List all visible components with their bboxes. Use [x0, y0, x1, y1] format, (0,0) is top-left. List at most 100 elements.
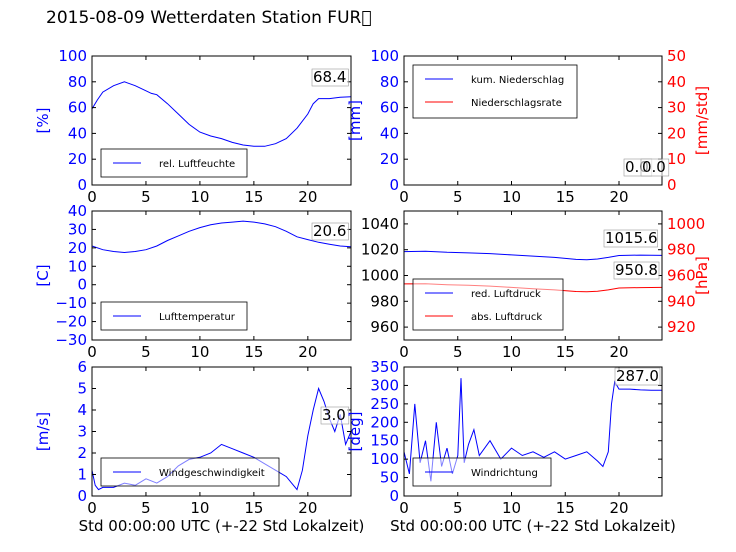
y-tick-label: 40: [380, 124, 399, 142]
x-tick-label: 0: [399, 188, 409, 206]
annotation-box: [311, 222, 349, 241]
legend-pressure: red. Luftdruck abs. Luftdruck: [412, 278, 564, 331]
x-tick-label: 15: [244, 343, 263, 361]
y2-tick-label: 20: [667, 124, 686, 142]
legend-box: [412, 278, 564, 331]
x-tick-label: 20: [298, 499, 317, 517]
annotation-box: [320, 406, 350, 425]
y-tick-label: 0: [77, 487, 87, 505]
legend-box: [412, 64, 578, 119]
legend-label-0: rel. Luftfeuchte: [159, 159, 235, 170]
legend-humidity: rel. Luftfeuchte: [100, 148, 248, 178]
y2-tick-label: 980: [667, 241, 696, 259]
y2-tick-label: 920: [667, 318, 696, 336]
y-tick-label: 1000: [361, 267, 399, 285]
annotation-box: [614, 367, 661, 386]
x-tick-label: 15: [556, 343, 575, 361]
y2-tick-label: 960: [667, 267, 696, 285]
x-axis-label: Std 00:00:00 UTC (+-22 Std Lokalzeit): [390, 517, 676, 535]
series-line-temperature-0: [92, 220, 351, 254]
x-tick-label: 10: [190, 188, 209, 206]
y-tick-label: 1020: [361, 241, 399, 259]
y-tick-label: 100: [370, 450, 399, 468]
x-tick-label: 10: [190, 343, 209, 361]
axes-frame-winddir: [403, 366, 663, 497]
legend-winddir: Windrichtung: [412, 457, 552, 487]
y-tick-label: 20: [380, 150, 399, 168]
subplot-temperature: 0 5 10 15 20−30−20−10010203040[C]Lufttempera…: [34, 202, 352, 361]
y-tick-label: 3: [77, 423, 87, 441]
x-tick-label: 15: [556, 188, 575, 206]
annotation-box: [613, 261, 660, 280]
y-axis-label: [C]: [34, 264, 52, 286]
x-tick-label: 5: [453, 499, 463, 517]
legend-temperature: Lufttemperatur: [100, 301, 248, 331]
y-axis-label: [mm]: [346, 100, 364, 141]
y-tick-label: 2: [77, 444, 87, 462]
x-tick-label: 5: [453, 188, 463, 206]
value-annotation: 20.6: [313, 222, 346, 240]
y2-tick-label: 10: [667, 150, 686, 168]
y-tick-label: 200: [370, 413, 399, 431]
y-tick-label: 0: [77, 176, 87, 194]
y-tick-label: 20: [68, 239, 87, 257]
x-tick-label: 0: [87, 499, 97, 517]
y-tick-label: 150: [370, 432, 399, 450]
y-tick-label: 350: [370, 358, 399, 376]
y-tick-label: 980: [370, 292, 399, 310]
value-annotation: 1015.6: [605, 229, 658, 247]
value-annotation: 68.4: [313, 68, 346, 86]
y-tick-label: 30: [68, 220, 87, 238]
y-tick-label: 4: [77, 401, 87, 419]
legend-precip: kum. Niederschlag Niederschlagsrate: [412, 64, 578, 119]
legend-label-1: Niederschlagsrate: [471, 98, 562, 109]
y-tick-label: 6: [77, 358, 87, 376]
value-annotation: 3.0: [322, 406, 346, 424]
x-axis-label: Std 00:00:00 UTC (+-22 Std Lokalzeit): [79, 517, 365, 535]
y-tick-label: 60: [68, 99, 87, 117]
x-tick-label: 5: [141, 188, 151, 206]
x-tick-label: 0: [399, 499, 409, 517]
y-tick-label: 250: [370, 395, 399, 413]
x-tick-label: 5: [453, 343, 463, 361]
y-tick-label: −20: [55, 313, 87, 331]
annotation-box: [311, 68, 349, 87]
y-tick-label: 50: [380, 469, 399, 487]
x-tick-label: 0: [87, 188, 97, 206]
y2-tick-label: 1000: [667, 215, 705, 233]
y-tick-label: 0: [77, 276, 87, 294]
y2-axis-label: [hPa]: [693, 256, 711, 295]
y2-tick-label: 30: [667, 99, 686, 117]
x-tick-label: 20: [298, 188, 317, 206]
y-axis-label: [m/s]: [34, 412, 52, 451]
y-tick-label: 1040: [361, 215, 399, 233]
x-tick-label: 15: [244, 499, 263, 517]
axes-frame-precip: [403, 55, 663, 186]
x-tick-label: 5: [141, 499, 151, 517]
x-tick-label: 0: [399, 343, 409, 361]
x-tick-label: 20: [609, 343, 628, 361]
series-line-pressure-0: [404, 250, 662, 261]
y-tick-label: 1: [77, 466, 87, 484]
x-tick-label: 10: [190, 499, 209, 517]
y-tick-label: 100: [370, 47, 399, 65]
y-axis-label: [%]: [34, 108, 52, 134]
y2-tick-label: 40: [667, 73, 686, 91]
y-tick-label: 960: [370, 318, 399, 336]
subplot-humidity: 0 5 10 15 20 0 20 40 60 80 100 [%] rel. Luftfeuchte 6…: [34, 47, 352, 206]
y-tick-label: 20: [68, 150, 87, 168]
annotation-box: [640, 158, 670, 177]
legend-windspeed: Windgeschwindigkeit: [100, 457, 280, 487]
legend-label-1: abs. Luftdruck: [471, 312, 542, 323]
y-tick-label: 0: [389, 487, 399, 505]
figure-title: 2015-08-09 Wetterdaten Station FUR : [46, 8, 372, 28]
subplot-precip: 0 5 10 15 20 0 20 40 60 80 100 0 10 20 30 40 50 [mm] [mm/s…: [346, 47, 711, 206]
value-annotation: 950.8: [615, 261, 658, 279]
x-tick-label: 15: [244, 188, 263, 206]
y-tick-label: 40: [68, 202, 87, 220]
y-tick-label: 10: [68, 257, 87, 275]
y-tick-label: 80: [380, 73, 399, 91]
